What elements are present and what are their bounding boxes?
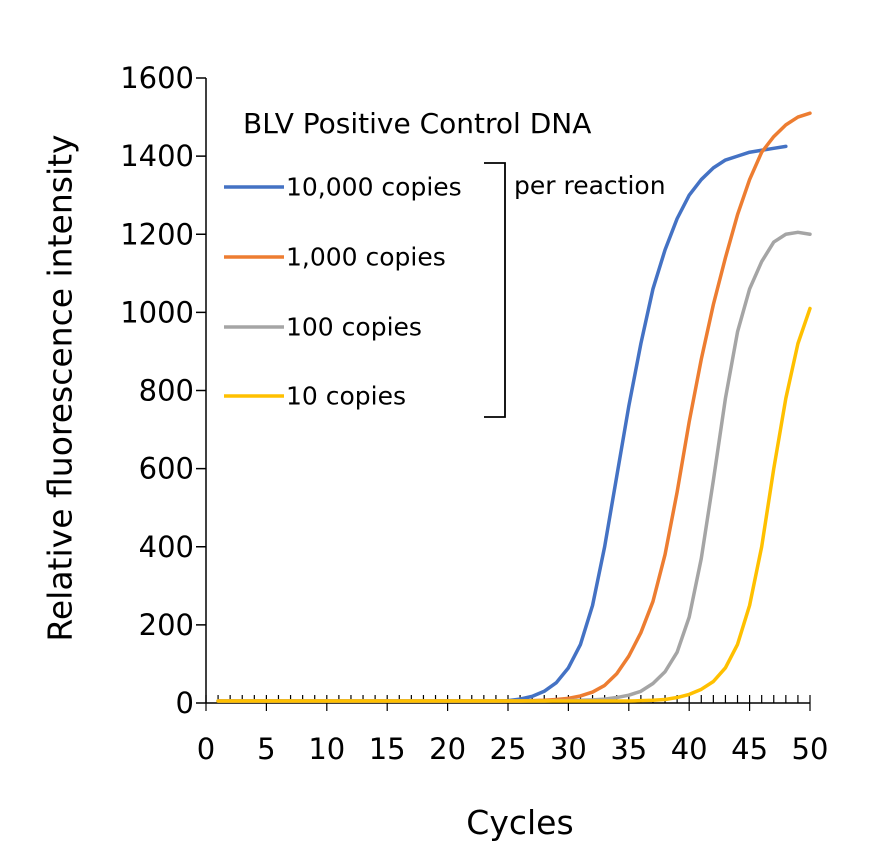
legend-label-1: 1,000 copies (286, 243, 446, 272)
legend-label-2: 100 copies (286, 313, 422, 342)
x-axis: 0 5 10 15 20 25 30 35 40 45 50 (197, 695, 829, 766)
y-tick-label: 400 (139, 530, 194, 564)
x-tick-label: 40 (671, 732, 708, 766)
bracket-label: per reaction (514, 171, 666, 200)
x-tick-label: 15 (369, 732, 406, 766)
legend-label-3: 10 copies (286, 382, 406, 411)
series-line-0 (216, 144, 788, 703)
x-tick-labels: 0 5 10 15 20 25 30 35 40 45 50 (197, 732, 829, 766)
x-tick-label: 30 (550, 732, 587, 766)
y-tick-label: 0 (176, 686, 194, 720)
y-axis-title: Relative fluorescence intensity (41, 134, 80, 641)
y-tick-label: 200 (139, 608, 194, 642)
y-tick-label: 800 (139, 374, 194, 408)
series-line-2 (216, 230, 812, 703)
x-tick-label: 45 (731, 732, 768, 766)
y-tick-marks (196, 77, 206, 704)
legend-bracket (484, 162, 506, 418)
x-tick-label: 25 (490, 732, 527, 766)
x-tick-label: 5 (257, 732, 275, 766)
legend-label-0: 10,000 copies (286, 173, 462, 202)
y-tick-label: 1600 (120, 61, 194, 95)
y-tick-label: 1200 (120, 217, 194, 251)
y-tick-label: 1400 (120, 139, 194, 173)
x-tick-label: 20 (429, 732, 466, 766)
y-axis: 0 200 400 600 800 1000 1200 1400 1600 (120, 61, 207, 720)
chart-title: BLV Positive Control DNA (243, 107, 591, 140)
y-tick-label: 1000 (120, 295, 194, 329)
y-tick-label: 600 (139, 452, 194, 486)
x-axis-title: Cycles (466, 803, 573, 842)
series-lines (216, 111, 812, 703)
y-tick-labels: 0 200 400 600 800 1000 1200 1400 1600 (120, 61, 194, 720)
x-tick-label: 50 (792, 732, 829, 766)
legend: 10,000 copies 1,000 copies 100 copies 10 co… (224, 173, 462, 411)
x-tick-label: 35 (610, 732, 647, 766)
x-tick-label: 10 (308, 732, 345, 766)
x-tick-label: 0 (197, 732, 215, 766)
series-line-3 (216, 306, 812, 703)
